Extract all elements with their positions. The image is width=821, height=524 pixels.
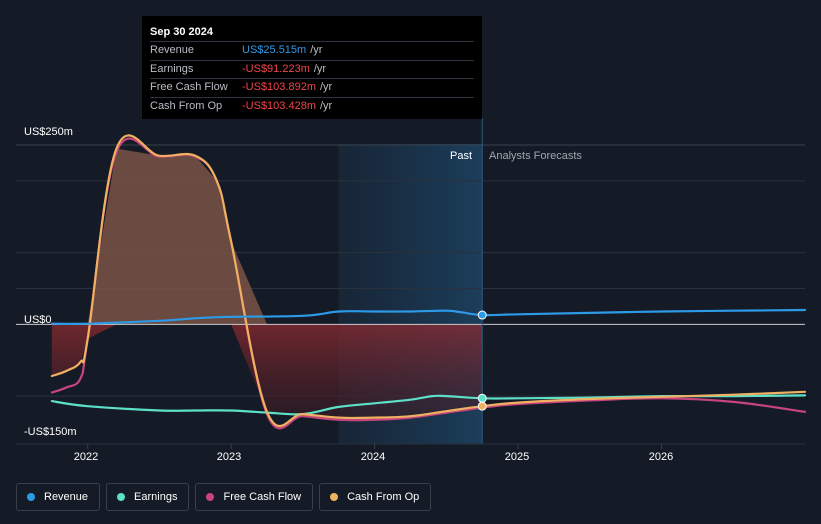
- x-tick-label-2024: 2024: [360, 451, 386, 463]
- series-marker-cash-from-op: [477, 401, 487, 411]
- tooltip-value: -US$91.223m: [242, 62, 310, 75]
- y-tick-label-top: US$250m: [24, 126, 73, 138]
- negative-area: [51, 324, 483, 418]
- tooltip-row-free-cash-flow: Free Cash Flow -US$103.892m /yr: [150, 78, 474, 97]
- legend-item-cash-from-op[interactable]: Cash From Op: [319, 483, 432, 511]
- x-tick-label-2025: 2025: [504, 451, 530, 463]
- legend-dot-icon: [117, 493, 126, 501]
- legend-label: Revenue: [44, 491, 89, 503]
- series-line-revenue: [50, 308, 807, 326]
- legend-dot-icon: [27, 493, 35, 501]
- legend-item-free-cash-flow[interactable]: Free Cash Flow: [195, 483, 314, 511]
- tooltip-row-revenue: Revenue US$25.515m /yr: [150, 41, 474, 60]
- tooltip-label: Revenue: [150, 44, 195, 56]
- positive-area: [51, 148, 483, 325]
- legend-item-revenue[interactable]: Revenue: [16, 483, 101, 511]
- series-marker-revenue: [477, 310, 487, 320]
- tooltip-unit: /yr: [320, 81, 333, 93]
- tooltip-value: US$25.515m: [242, 44, 307, 56]
- tooltip-value: -US$103.428m: [242, 99, 316, 112]
- tooltip-row-earnings: Earnings -US$91.223m /yr: [150, 59, 474, 79]
- x-tick-label-2022: 2022: [73, 451, 99, 463]
- series-line-earnings: [50, 394, 807, 416]
- tooltip-unit: /yr: [313, 62, 327, 75]
- tooltip-panel: Sep 30 2024 Revenue US$25.515m /yr Earni…: [142, 16, 482, 119]
- legend-dot-icon: [330, 493, 339, 501]
- tooltip-label: Cash From Op: [150, 99, 223, 112]
- legend-dot-icon: [206, 493, 215, 501]
- x-tick-label-2026: 2026: [648, 451, 674, 463]
- x-tick-label-2023: 2023: [216, 451, 242, 463]
- series-line-cash-from-op: [50, 134, 807, 428]
- y-tick-label-zero: US$0: [24, 314, 52, 326]
- legend-label: Free Cash Flow: [223, 491, 302, 503]
- legend-item-earnings[interactable]: Earnings: [106, 483, 190, 511]
- forecast-label: Analysts Forecasts: [489, 150, 582, 162]
- tooltip-label: Earnings: [150, 62, 194, 75]
- legend-label: Earnings: [134, 491, 178, 503]
- tooltip-unit: /yr: [310, 44, 323, 56]
- tooltip-date: Sep 30 2024: [150, 26, 213, 38]
- tooltip-label: Free Cash Flow: [150, 81, 228, 93]
- tooltip-row-cash-from-op: Cash From Op -US$103.428m /yr: [150, 96, 474, 116]
- tooltip-unit: /yr: [320, 99, 333, 112]
- legend-label: Cash From Op: [347, 491, 420, 503]
- tooltip-value: -US$103.892m: [242, 81, 316, 93]
- y-tick-label-bottom: -US$150m: [24, 426, 77, 438]
- legend: Revenue Earnings Free Cash Flow Cash Fro…: [16, 483, 432, 511]
- series-marker-earnings: [477, 393, 487, 403]
- past-label: Past: [450, 150, 473, 162]
